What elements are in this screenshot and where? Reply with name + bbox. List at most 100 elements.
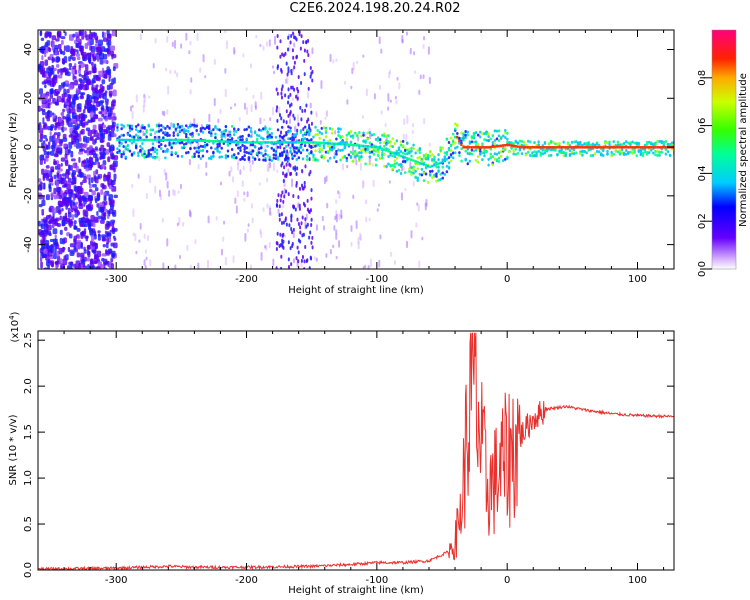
heatmap-cell [41,232,46,238]
heatmap-cell [81,34,85,40]
heatmap-cell [38,63,42,71]
heatmap-cell [631,140,634,144]
heatmap-cell [60,71,63,76]
heatmap-cell [38,123,41,131]
heatmap-cell [70,158,76,162]
heatmap-cell [338,191,341,200]
heatmap-cell [39,138,43,143]
heatmap-ridge-cell [526,146,530,149]
bottom-y-tick-label: 1.5 [23,424,34,440]
heatmap-cell [299,230,302,235]
heatmap-ridge-cell [303,141,307,144]
heatmap-cell [99,202,105,208]
heatmap-cell [274,153,278,157]
heatmap-cell [378,36,381,45]
heatmap-cell [306,49,309,54]
heatmap-cell [205,143,209,147]
heatmap-cell [372,149,376,153]
heatmap-cell [449,136,453,140]
heatmap-cell [291,154,294,158]
heatmap-cell [251,156,255,160]
colorbar-tick-label: 0.0 [697,261,708,277]
heatmap-cell [454,122,457,126]
heatmap-cell [587,141,590,145]
heatmap-cell [100,106,103,111]
heatmap-cell [149,128,153,132]
heatmap-cell [87,119,90,124]
heatmap-cell [497,129,501,133]
heatmap-cell [63,103,66,109]
heatmap-cell [416,156,419,160]
heatmap-cell [228,134,232,138]
heatmap-cell [293,65,296,70]
snr-plot-area [38,332,674,570]
heatmap-cell [416,178,419,182]
heatmap-cell [164,149,167,153]
heatmap-cell [249,129,253,133]
heatmap-cell [275,108,278,113]
heatmap-cell [300,81,303,86]
heatmap-ridge-cell [472,146,475,149]
heatmap-cell [137,154,140,158]
heatmap-cell [307,86,310,91]
heatmap-cell [406,152,409,156]
heatmap-cell [491,134,495,138]
heatmap-cell [245,87,248,91]
heatmap-cell [437,178,440,182]
heatmap-cell [401,160,405,164]
heatmap-cell [76,56,81,61]
heatmap-cell [385,164,388,168]
heatmap-cell [62,59,65,65]
heatmap-cell [633,141,636,145]
heatmap-cell [112,112,116,117]
heatmap-cell [72,179,77,185]
heatmap-cell [384,123,387,128]
heatmap-cell [481,158,484,162]
heatmap-cell [418,155,422,159]
heatmap-cell [291,144,294,148]
heatmap-cell [168,126,171,130]
heatmap-ridge-cell [652,146,655,149]
heatmap-cell [422,43,425,49]
heatmap-cell [374,148,378,152]
heatmap-cell [610,150,613,154]
heatmap-cell [390,251,393,257]
heatmap-ridge-cell [262,141,265,144]
heatmap-cell [262,45,265,51]
heatmap-cell [422,171,426,175]
heatmap-cell [93,170,96,176]
heatmap-cell [149,259,152,267]
heatmap-cell [595,142,599,146]
heatmap-cell [287,95,290,100]
heatmap-ridge-cell [180,138,184,142]
heatmap-cell [197,164,200,170]
heatmap-cell [83,135,87,143]
heatmap-ridge-cell [535,146,538,149]
heatmap-ridge-cell [237,140,240,144]
heatmap-cell [51,169,55,173]
heatmap-cell [424,172,428,176]
heatmap-cell [108,131,112,137]
heatmap-cell [589,143,593,147]
heatmap-cell [449,153,453,157]
heatmap-cell [60,112,64,116]
heatmap-cell [222,134,226,138]
heatmap-cell [280,135,284,139]
heatmap-cell [364,140,367,144]
heatmap-cell [265,244,268,251]
heatmap-cell [89,137,93,142]
heatmap-cell [51,64,55,70]
heatmap-cell [168,133,171,137]
heatmap-cell [145,193,148,199]
heatmap-cell [309,66,312,71]
heatmap-cell [308,143,311,148]
heatmap-ridge-cell [497,144,500,148]
heatmap-cell [587,147,590,151]
heatmap-cell [645,140,649,144]
heatmap-cell [151,142,155,146]
heatmap-cell [326,159,330,163]
heatmap-cell [420,159,424,163]
heatmap-cell [143,259,146,266]
heatmap-cell [247,125,251,129]
heatmap-cell [89,229,94,236]
